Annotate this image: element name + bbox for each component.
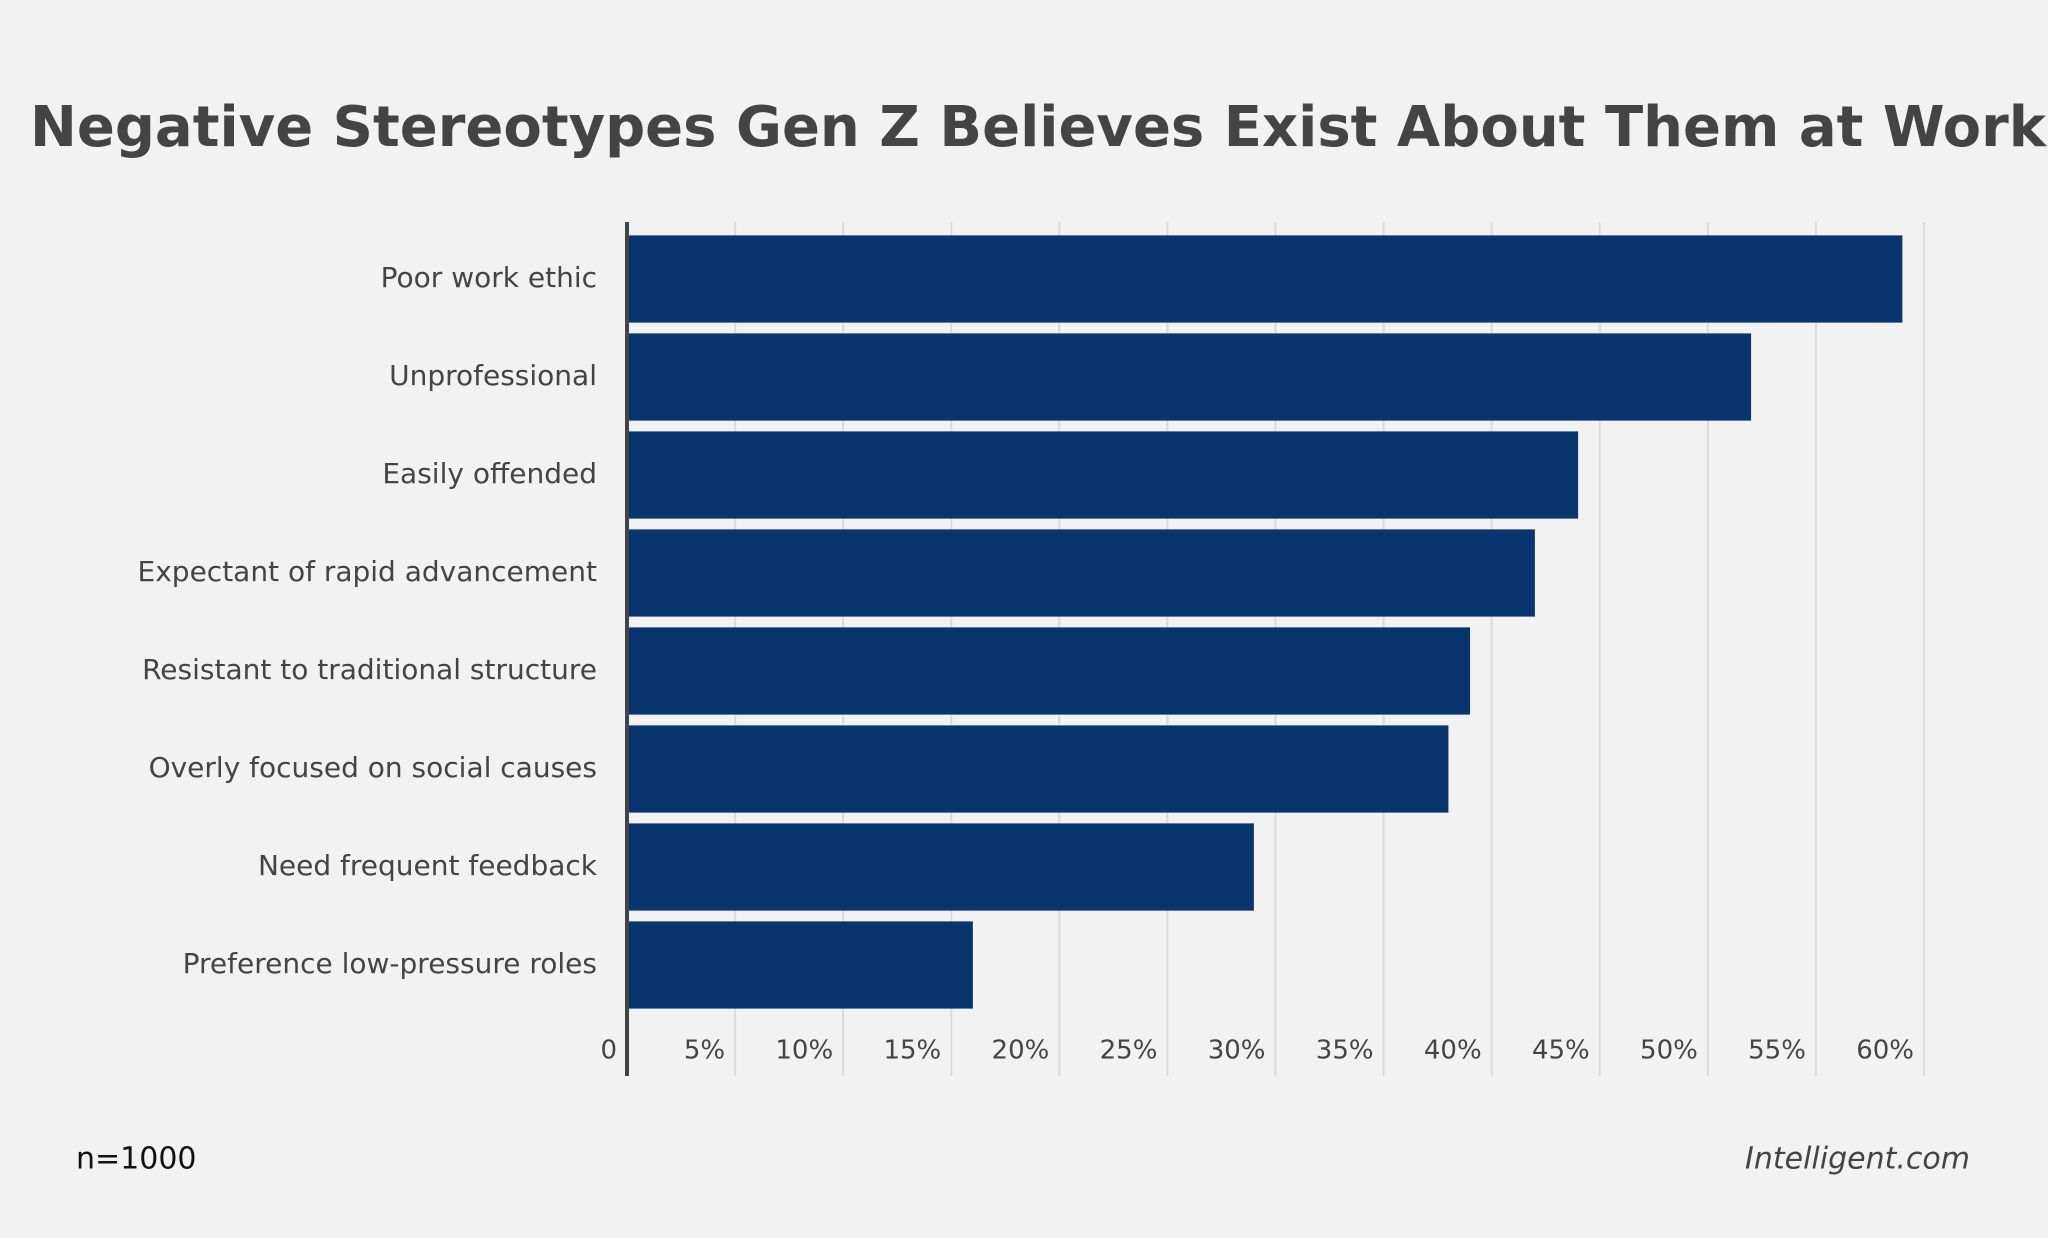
y-tick-label: Resistant to traditional structure	[142, 653, 597, 686]
bar	[627, 627, 1471, 715]
y-tick-label: Unprofessional	[389, 359, 597, 392]
chart-title: Negative Stereotypes Gen Z Believes Exis…	[30, 95, 2048, 160]
bar	[627, 333, 1752, 421]
x-tick-label: 50%	[1640, 1036, 1698, 1066]
x-tick-label: 20%	[992, 1036, 1050, 1066]
bar	[627, 431, 1579, 519]
y-tick-label: Need frequent feedback	[258, 849, 598, 882]
y-tick-label: Overly focused on social causes	[149, 751, 597, 784]
sample-note: n=1000	[76, 1142, 197, 1177]
bar	[627, 235, 1903, 323]
y-tick-label: Preference low-pressure roles	[183, 947, 597, 980]
x-tick-label: 25%	[1100, 1036, 1158, 1066]
bar	[627, 725, 1449, 813]
x-tick-label: 40%	[1424, 1036, 1482, 1066]
bar	[627, 529, 1535, 617]
y-tick-label: Expectant of rapid advancement	[138, 555, 597, 588]
x-tick-label: 15%	[883, 1036, 941, 1066]
x-tick-label: 10%	[775, 1036, 833, 1066]
source: Intelligent.com	[1745, 1142, 1970, 1177]
x-tick-label: 5%	[684, 1036, 725, 1066]
x-tick-label: 0	[600, 1036, 617, 1066]
y-tick-label: Poor work ethic	[381, 261, 597, 294]
bar	[627, 921, 973, 1009]
x-tick-label: 30%	[1208, 1036, 1266, 1066]
x-tick-label: 45%	[1532, 1036, 1590, 1066]
bar	[627, 823, 1254, 911]
x-tick-label: 35%	[1316, 1036, 1374, 1066]
y-tick-label: Easily offended	[382, 457, 597, 490]
x-tick-label: 55%	[1748, 1036, 1806, 1066]
x-tick-label: 60%	[1856, 1036, 1914, 1066]
